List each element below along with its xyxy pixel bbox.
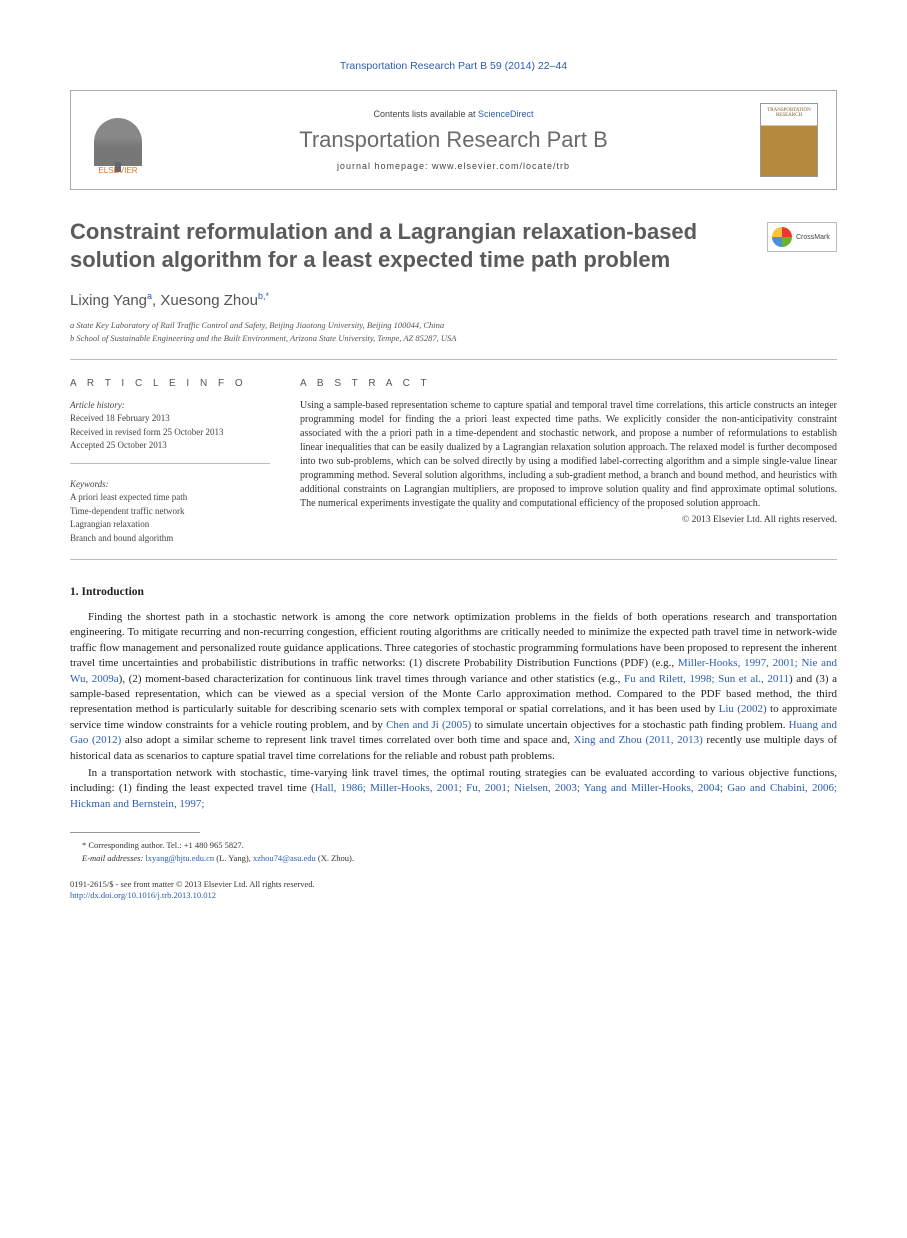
history-accepted: Accepted 25 October 2013 [70,439,270,453]
abstract-label: A B S T R A C T [300,378,837,389]
section-1-heading: 1. Introduction [70,586,837,598]
intro-para-1: Finding the shortest path in a stochasti… [70,610,837,764]
page-footer: 0191-2615/$ - see front matter © 2013 El… [70,879,837,903]
history-title: Article history: [70,399,270,413]
journal-cover-thumb[interactable]: TRANSPORTATION RESEARCH [760,103,818,177]
email-label: E-mail addresses: [82,853,145,863]
doi-link[interactable]: http://dx.doi.org/10.1016/j.trb.2013.10.… [70,890,216,900]
keyword-3: Lagrangian relaxation [70,518,270,532]
journal-header-band: ELSEVIER Contents lists available at Sci… [70,90,837,190]
cite-xing-zhou[interactable]: Xing and Zhou (2011, 2013) [574,734,703,746]
elsevier-logo[interactable]: ELSEVIER [89,105,147,175]
keyword-4: Branch and bound algorithm [70,532,270,546]
cite-liu-2002[interactable]: Liu (2002) [719,703,767,715]
elsevier-tree-icon [94,118,142,166]
journal-title: Transportation Research Part B [165,127,742,153]
footnote-separator [70,832,200,833]
affiliation-b: b School of Sustainable Engineering and … [70,332,837,345]
crossmark-label: CrossMark [796,234,830,241]
issn-line: 0191-2615/$ - see front matter © 2013 El… [70,879,837,891]
email-zhou[interactable]: xzhou74@asu.edu [253,853,316,863]
contents-line: Contents lists available at ScienceDirec… [165,109,742,119]
keyword-2: Time-dependent traffic network [70,505,270,519]
abstract-text: Using a sample-based representation sche… [300,399,837,511]
affil-sup-a[interactable]: a [147,291,152,301]
intro-para-2: In a transportation network with stochas… [70,766,837,812]
article-info-label: A R T I C L E I N F O [70,378,270,389]
contents-prefix: Contents lists available at [373,109,478,119]
article-title: Constraint reformulation and a Lagrangia… [70,218,837,273]
homepage-url[interactable]: www.elsevier.com/locate/trb [432,161,570,171]
cite-fu-rilett[interactable]: Fu and Rilett, 1998; Sun et al., 2011 [624,673,789,685]
sciencedirect-link[interactable]: ScienceDirect [478,109,534,119]
affil-sup-b[interactable]: b,* [258,291,269,301]
homepage-prefix: journal homepage: [337,161,432,171]
info-abstract-row: A R T I C L E I N F O Article history: R… [70,360,837,561]
keyword-1: A priori least expected time path [70,491,270,505]
homepage-line: journal homepage: www.elsevier.com/locat… [165,161,742,171]
journal-reference: Transportation Research Part B 59 (2014)… [70,60,837,72]
cite-chen-ji[interactable]: Chen and Ji (2005) [386,719,471,731]
abstract-column: A B S T R A C T Using a sample-based rep… [300,378,837,546]
affiliation-a: a State Key Laboratory of Rail Traffic C… [70,319,837,332]
history-received: Received 18 February 2013 [70,412,270,426]
email-footnote: E-mail addresses: lxyang@bjtu.edu.cn (L.… [70,852,837,865]
article-history: Article history: Received 18 February 20… [70,399,270,464]
crossmark-icon [772,227,792,247]
author-1: Lixing Yanga [70,292,152,309]
abstract-copyright: © 2013 Elsevier Ltd. All rights reserved… [300,515,837,525]
affiliations: a State Key Laboratory of Rail Traffic C… [70,319,837,360]
author-2: Xuesong Zhoub,* [160,292,269,309]
article-info-column: A R T I C L E I N F O Article history: R… [70,378,270,546]
corresponding-author-note: * Corresponding author. Tel.: +1 480 965… [70,839,837,852]
history-revised: Received in revised form 25 October 2013 [70,426,270,440]
author-list: Lixing Yanga, Xuesong Zhoub,* [70,291,837,309]
crossmark-badge[interactable]: CrossMark [767,222,837,252]
keywords-title: Keywords: [70,478,270,492]
keywords-block: Keywords: A priori least expected time p… [70,478,270,546]
header-center: Contents lists available at ScienceDirec… [165,109,742,171]
email-yang[interactable]: lxyang@bjtu.edu.cn [145,853,214,863]
